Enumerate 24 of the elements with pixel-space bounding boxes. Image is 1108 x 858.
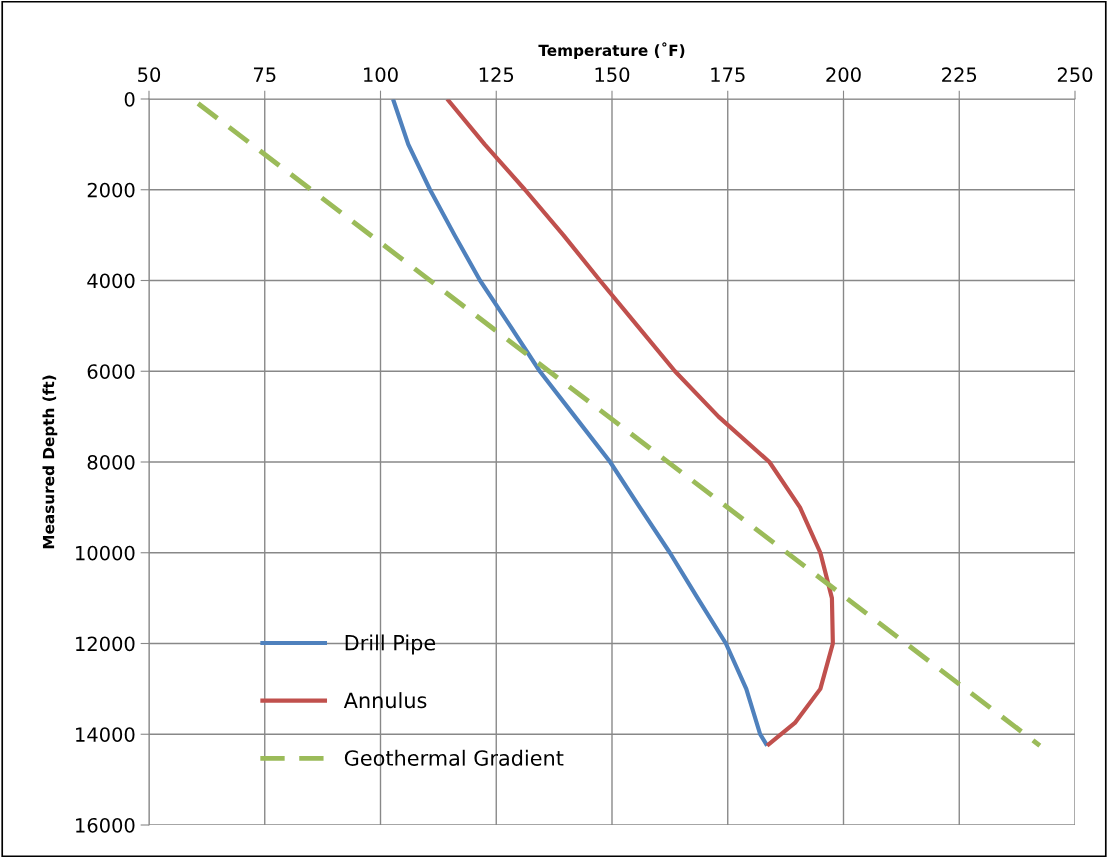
x-tick-label: 225 [942, 67, 977, 83]
x-tick-label: 100 [364, 67, 398, 83]
y-tick-label: 6000 [87, 364, 135, 379]
x-tick-label: 75 [253, 67, 276, 83]
x-tick-label: 150 [595, 67, 630, 83]
x-tick-label: 175 [711, 67, 745, 83]
x-tick-label: 125 [479, 67, 514, 83]
y-tick-label: 2000 [87, 182, 135, 198]
y-tick-label: 12000 [76, 636, 135, 652]
y-tick-label: 8000 [87, 454, 135, 470]
legend-label: Drill Pipe [345, 634, 436, 655]
legend-label: Annulus [343, 692, 427, 709]
y-tick-label: 0 [124, 91, 135, 107]
y-axis-title: Measured Depth (ft) [42, 375, 58, 549]
x-tick-label: 200 [826, 67, 861, 83]
legend-label: Geothermal Gradient [344, 749, 564, 766]
y-tick-label: 10000 [76, 545, 135, 561]
y-tick-label: 16000 [76, 817, 135, 833]
line-series [445, 99, 835, 748]
x-axis-title: Temperature (˚F) [538, 42, 685, 60]
x-tick-label: 50 [138, 67, 161, 83]
y-tick-label: 14000 [76, 727, 135, 742]
y-tick-label: 4000 [87, 273, 135, 289]
x-tick-label: 250 [1057, 67, 1093, 83]
